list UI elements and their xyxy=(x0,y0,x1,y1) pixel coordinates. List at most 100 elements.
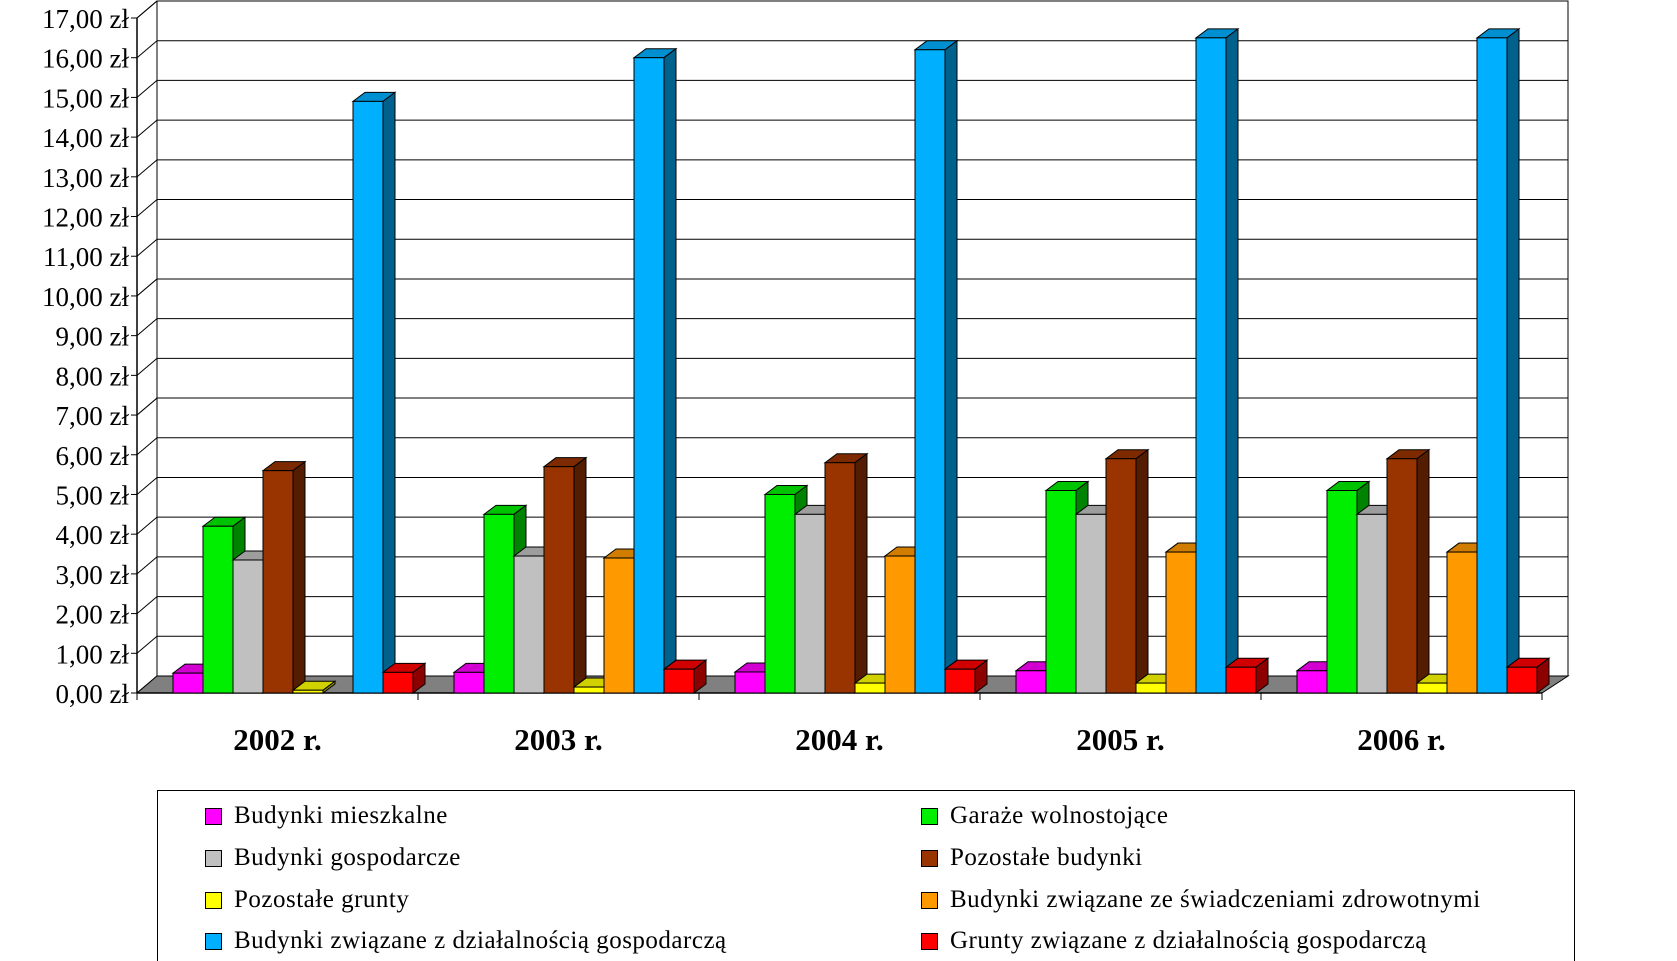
bar-front xyxy=(292,689,324,694)
bar xyxy=(823,452,869,694)
y-tick-label: 11,00 zł xyxy=(43,242,129,272)
bar-front xyxy=(1326,490,1358,694)
bar-front xyxy=(513,555,545,694)
bar xyxy=(1505,657,1551,694)
y-tick-label: 12,00 zł xyxy=(42,203,129,233)
legend-swatch-budynki-dzialalnosc xyxy=(205,932,222,950)
bar-front xyxy=(172,672,204,694)
legend-item: Budynki mieszkalne xyxy=(205,801,448,831)
bar xyxy=(1194,27,1240,694)
gridline-side xyxy=(136,556,158,575)
y-tick-label: 10,00 zł xyxy=(42,282,129,312)
legend-item: Garaże wolnostojące xyxy=(921,801,1168,831)
legend-item: Grunty związane z działalnością gospodar… xyxy=(921,926,1427,956)
bar-front xyxy=(764,493,796,694)
legend-label: Garaże wolnostojące xyxy=(950,802,1169,829)
bar-front xyxy=(262,470,294,694)
bar xyxy=(542,456,588,694)
bar-front xyxy=(1195,37,1227,694)
bar-front xyxy=(914,49,946,694)
legend-label: Budynki związane ze świadczeniami zdrowo… xyxy=(950,886,1481,913)
bar-front xyxy=(1105,458,1137,694)
bar-front xyxy=(1075,513,1107,694)
bar xyxy=(913,39,959,694)
legend: Budynki mieszkalne Garaże wolnostojące B… xyxy=(157,790,1575,961)
y-tick-label: 6,00 zł xyxy=(56,441,130,471)
bar-front xyxy=(202,525,234,694)
gridline-side xyxy=(136,278,158,297)
bar-front xyxy=(352,100,384,694)
y-tick-label: 3,00 zł xyxy=(56,560,130,590)
gridline-side xyxy=(136,40,158,59)
y-tick-label: 5,00 zł xyxy=(56,480,130,510)
bar-side xyxy=(382,91,396,694)
bar-front xyxy=(633,57,665,694)
bar xyxy=(943,659,989,694)
y-tick-label: 2,00 zł xyxy=(56,600,130,630)
bar xyxy=(381,662,427,694)
bar-front xyxy=(1386,458,1418,694)
gridline-side xyxy=(136,119,158,138)
bar-front xyxy=(1045,490,1077,694)
x-tick-label: 2003 r. xyxy=(514,722,602,757)
x-tick-label: 2005 r. xyxy=(1076,722,1164,757)
bar-front xyxy=(232,559,264,694)
bar-front xyxy=(824,462,856,694)
legend-swatch-garaze-wolnostojace xyxy=(921,807,938,825)
bar xyxy=(1385,448,1431,694)
x-tick-label: 2004 r. xyxy=(795,722,883,757)
bar-front xyxy=(663,668,695,694)
gridline-side xyxy=(136,516,158,535)
bar-side xyxy=(1225,27,1239,694)
bar xyxy=(351,91,397,694)
bar-front xyxy=(794,513,826,694)
bar-front xyxy=(1476,37,1508,694)
legend-swatch-budynki-mieszkalne xyxy=(205,807,222,825)
legend-swatch-pozostale-budynki xyxy=(921,849,938,867)
gridline-side xyxy=(136,437,158,456)
legend-label: Budynki gospodarcze xyxy=(234,844,461,871)
bar-front xyxy=(1135,682,1167,694)
bar xyxy=(1224,657,1270,694)
legend-item: Budynki związane ze świadczeniami zdrowo… xyxy=(921,885,1481,915)
bar-front xyxy=(382,671,414,694)
bar-side xyxy=(573,456,587,694)
legend-item: Budynki związane z działalnością gospoda… xyxy=(205,926,727,956)
gridline-side xyxy=(136,80,158,98)
bar-front xyxy=(944,668,976,694)
bar-front xyxy=(1506,666,1538,694)
bar xyxy=(261,460,307,694)
gridline-side xyxy=(136,635,158,654)
bar-front xyxy=(734,671,766,694)
bar-front xyxy=(1225,666,1257,694)
bar-side xyxy=(944,39,958,694)
legend-item: Pozostałe budynki xyxy=(921,843,1143,873)
legend-swatch-budynki-zdrowotne xyxy=(921,891,938,909)
legend-swatch-pozostale-grunty xyxy=(205,891,222,909)
bar-front xyxy=(884,555,916,694)
legend-label: Pozostałe grunty xyxy=(234,886,410,913)
y-tick-label: 15,00 zł xyxy=(42,83,129,113)
bar-front xyxy=(573,686,605,694)
bar-front xyxy=(453,671,485,694)
bar-front xyxy=(1015,670,1047,694)
bar xyxy=(1475,27,1521,694)
bar-side xyxy=(1416,448,1430,694)
bar xyxy=(632,47,678,694)
bar-side xyxy=(1506,27,1520,694)
bar xyxy=(1104,448,1150,694)
y-axis-top xyxy=(136,0,158,19)
gridline-side xyxy=(136,477,158,495)
legend-label: Pozostałe budynki xyxy=(950,844,1143,871)
gridline-side xyxy=(136,357,158,376)
bar-side xyxy=(663,47,677,694)
gridline-side xyxy=(136,199,158,217)
legend-label: Grunty związane z działalnością gospodar… xyxy=(950,927,1427,954)
gridline-side xyxy=(136,238,158,257)
y-tick-label: 16,00 zł xyxy=(42,44,129,74)
bar-front xyxy=(1165,551,1197,694)
bar-front xyxy=(483,513,515,694)
x-tick-label: 2006 r. xyxy=(1357,722,1445,757)
y-tick-label: 13,00 zł xyxy=(42,163,129,193)
